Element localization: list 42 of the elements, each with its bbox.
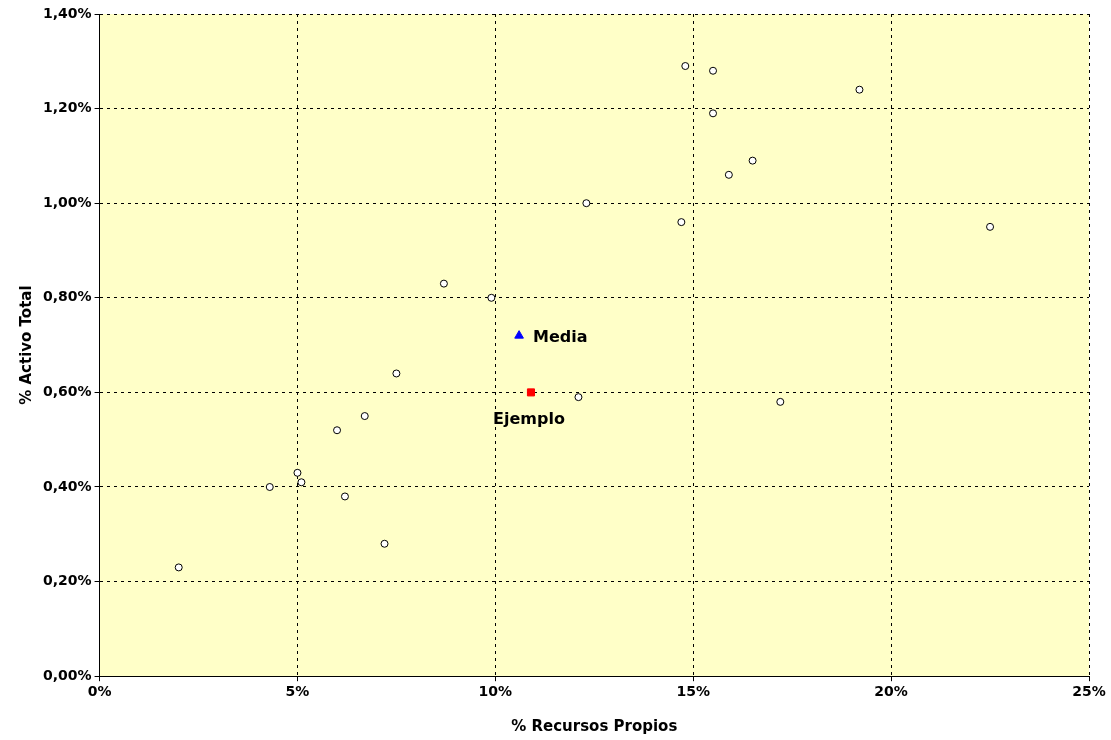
x-tick-label: 15% — [676, 683, 710, 700]
y-tick-label: 0,60% — [42, 383, 92, 400]
point — [574, 393, 583, 402]
y-tick-label: 1,00% — [42, 193, 92, 210]
x-tick-label: 0% — [87, 683, 112, 700]
point — [340, 492, 349, 501]
point — [380, 539, 389, 548]
y-axis-title: % Activo Total — [16, 285, 35, 405]
point — [582, 199, 591, 208]
point — [526, 388, 535, 397]
point — [487, 293, 496, 302]
point — [681, 62, 690, 71]
y-tick-label: 1,20% — [42, 99, 92, 116]
point — [439, 279, 448, 288]
point — [514, 330, 524, 339]
point — [986, 222, 995, 231]
x-tick-label: 20% — [874, 683, 908, 700]
series-label: Ejemplo — [493, 408, 565, 428]
point — [360, 412, 369, 421]
point — [724, 170, 733, 179]
point — [297, 478, 306, 487]
point — [855, 85, 864, 94]
y-tick-label: 0,00% — [42, 666, 92, 683]
point — [709, 66, 718, 75]
y-tick-label: 0,80% — [42, 288, 92, 305]
point — [776, 397, 785, 406]
y-tick-label: 0,20% — [42, 572, 92, 589]
point — [748, 156, 757, 165]
point — [293, 468, 302, 477]
x-tick-label: 25% — [1072, 683, 1106, 700]
point — [265, 483, 274, 491]
y-tick-label: 0,40% — [42, 477, 92, 494]
point — [677, 218, 686, 227]
series-label: Media — [533, 326, 588, 346]
x-axis-title: % Recursos Propios — [511, 716, 678, 735]
point — [333, 426, 342, 435]
point — [174, 563, 183, 572]
x-tick-label: 5% — [285, 683, 310, 700]
x-tick-label: 10% — [478, 683, 513, 700]
point — [392, 369, 401, 378]
point — [709, 109, 718, 118]
y-tick-label: 1,40% — [42, 4, 92, 21]
